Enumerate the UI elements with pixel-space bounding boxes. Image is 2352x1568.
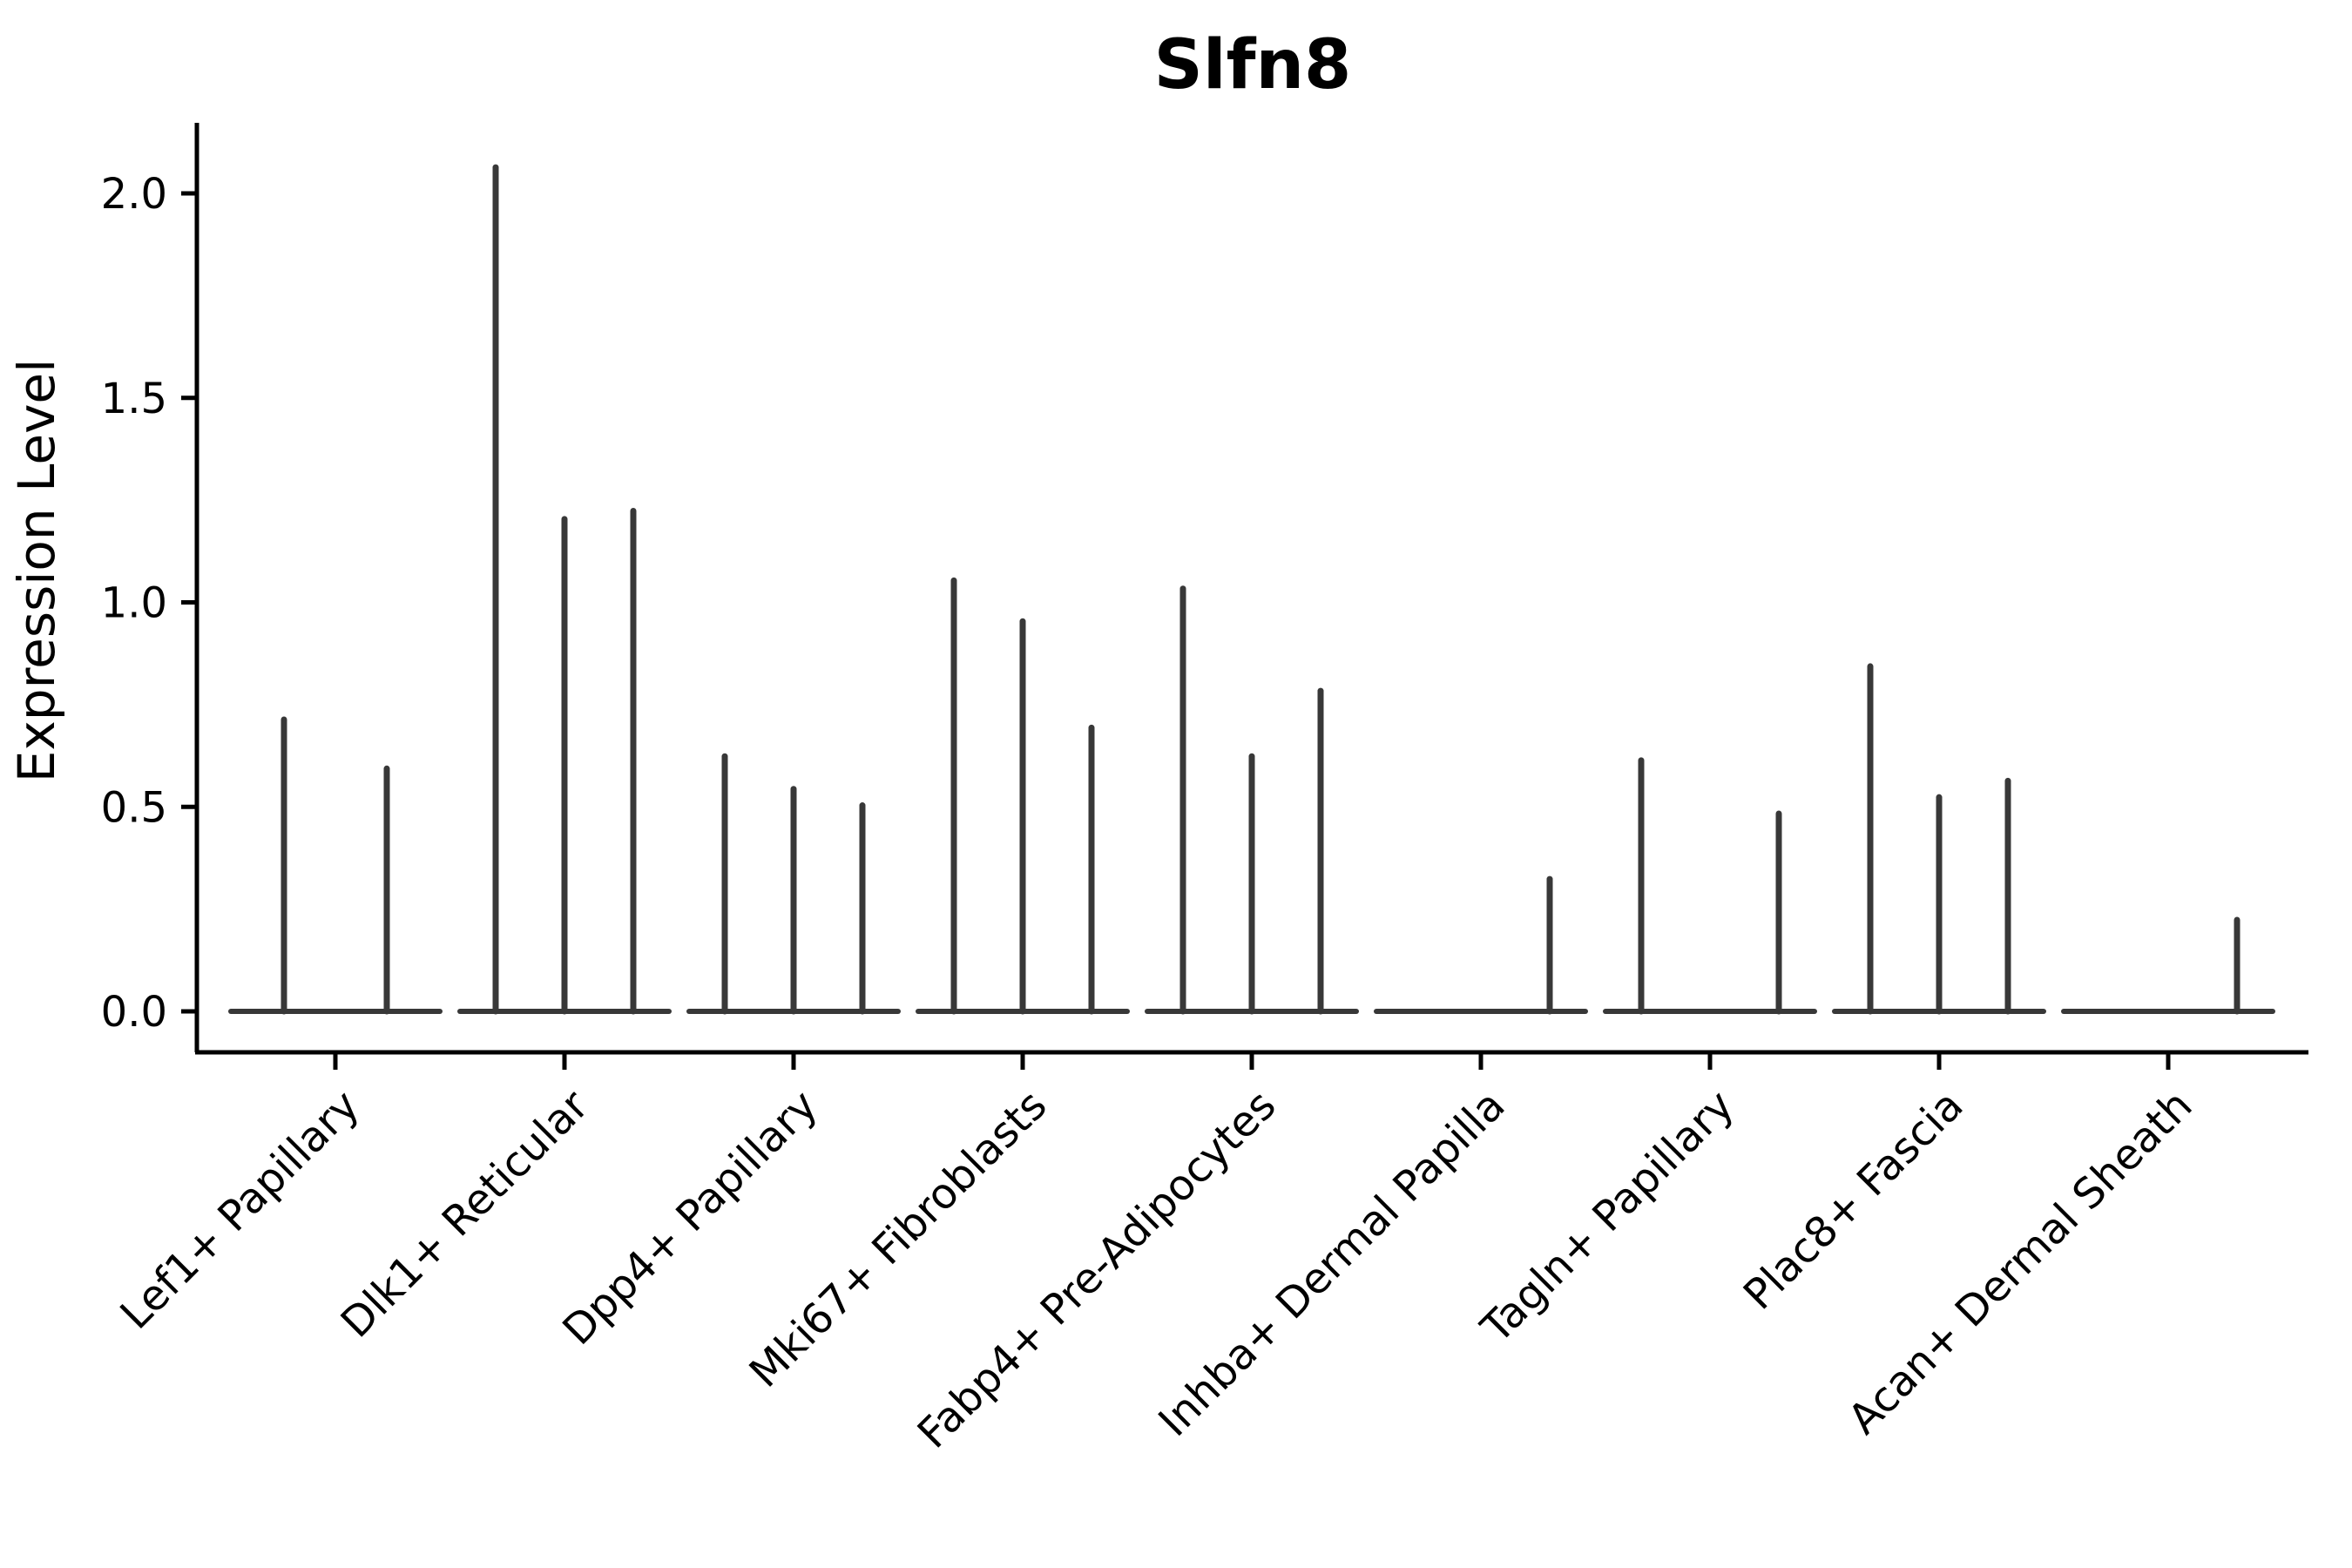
y-tick-label: 0.5 [101,783,167,832]
y-tick-label: 0.0 [101,988,167,1037]
x-tick-label: Dlk1+ Reticular [332,1081,598,1348]
x-tick-label: Plac8+ Fascia [1734,1081,1973,1320]
x-tick-label: Lef1+ Papillary [112,1081,369,1339]
y-tick-label: 2.0 [101,170,167,219]
x-tick-label: Tagln+ Papillary [1471,1081,1743,1353]
x-tick-label: Dpp4+ Papillary [553,1081,827,1355]
y-tick-label: 1.0 [101,579,167,628]
y-tick-label: 1.5 [101,375,167,423]
plot-title: Slfn8 [1153,26,1352,105]
y-axis-label: Expression Level [7,359,66,782]
